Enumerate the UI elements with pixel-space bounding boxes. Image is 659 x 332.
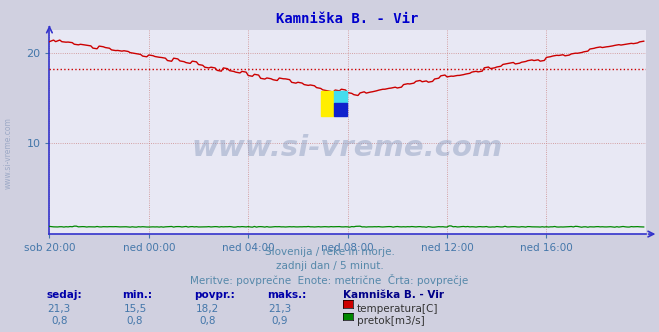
Text: povpr.:: povpr.:	[194, 290, 235, 300]
Text: www.si-vreme.com: www.si-vreme.com	[3, 117, 13, 189]
Text: 0,8: 0,8	[199, 316, 216, 326]
Text: 0,9: 0,9	[272, 316, 289, 326]
Text: pretok[m3/s]: pretok[m3/s]	[357, 316, 425, 326]
Title: Kamniška B. - Vir: Kamniška B. - Vir	[276, 12, 419, 26]
Text: 0,8: 0,8	[127, 316, 144, 326]
Text: temperatura[C]: temperatura[C]	[357, 304, 439, 314]
Text: sedaj:: sedaj:	[46, 290, 82, 300]
Text: 18,2: 18,2	[196, 304, 219, 314]
Text: zadnji dan / 5 minut.: zadnji dan / 5 minut.	[275, 261, 384, 271]
Bar	[334, 91, 347, 103]
Bar	[334, 103, 347, 116]
Text: 21,3: 21,3	[47, 304, 71, 314]
Text: www.si-vreme.com: www.si-vreme.com	[192, 134, 503, 162]
Text: 21,3: 21,3	[268, 304, 292, 314]
Text: Slovenija / reke in morje.: Slovenija / reke in morje.	[264, 247, 395, 257]
Bar	[321, 91, 334, 116]
Text: maks.:: maks.:	[267, 290, 306, 300]
Text: Kamniška B. - Vir: Kamniška B. - Vir	[343, 290, 444, 300]
Text: 15,5: 15,5	[123, 304, 147, 314]
Text: min.:: min.:	[122, 290, 152, 300]
Text: 0,8: 0,8	[51, 316, 68, 326]
Text: Meritve: povprečne  Enote: metrične  Črta: povprečje: Meritve: povprečne Enote: metrične Črta:…	[190, 274, 469, 286]
